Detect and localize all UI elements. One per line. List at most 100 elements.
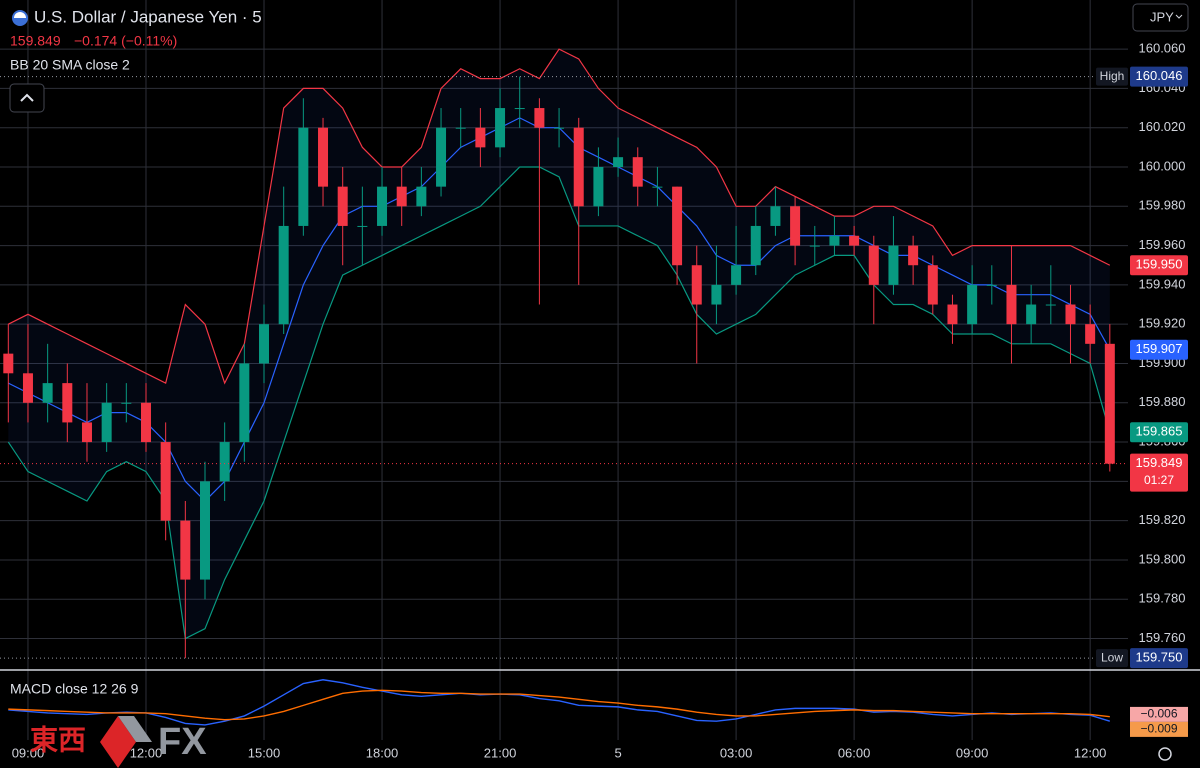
extreme-tag: [1096, 67, 1128, 86]
candle-body: [455, 127, 466, 129]
candle-body: [318, 127, 329, 187]
candle-body: [613, 157, 624, 167]
macd-pane: −0.006−0.009: [8, 679, 1188, 737]
countdown: 01:27: [1144, 473, 1174, 487]
candle-body: [81, 422, 92, 443]
candle-body: [1085, 324, 1096, 344]
symbol-icon-flag: [14, 12, 26, 18]
price-change: −0.174 (−0.11%): [74, 33, 177, 49]
price-badge-label: 160.046: [1136, 68, 1183, 83]
candle-body: [849, 235, 860, 246]
x-tick-label: 18:00: [366, 745, 399, 760]
y-tick-label: 159.920: [1139, 316, 1186, 331]
y-tick-label: 159.880: [1139, 394, 1186, 409]
price-badge: [1130, 255, 1188, 276]
settings-button[interactable]: [1158, 747, 1172, 761]
candle-body: [573, 127, 584, 207]
watermark: 東西 FX: [30, 716, 207, 768]
price-badge: [1130, 66, 1188, 87]
candle-body: [22, 373, 33, 403]
candle-body: [180, 520, 191, 580]
candle-body: [62, 383, 73, 423]
y-tick-label: 160.000: [1139, 158, 1186, 173]
candle-body: [1065, 304, 1076, 325]
candle-body: [868, 245, 879, 285]
y-tick-label: 159.760: [1139, 630, 1186, 645]
y-tick-label: 159.820: [1139, 512, 1186, 527]
currency-caret: [1175, 14, 1183, 19]
indicator-legend[interactable]: BB 20 SMA close 2: [10, 57, 130, 73]
candle-body: [691, 265, 702, 305]
candle-body: [1006, 284, 1017, 325]
candle-body: [908, 245, 919, 266]
macd-badge-label: −0.009: [1140, 722, 1177, 736]
candle-body: [298, 127, 309, 226]
y-tick-label: 159.780: [1139, 591, 1186, 606]
candle-body: [495, 108, 506, 148]
collapse-icon: [20, 93, 34, 102]
price-badge-label: 159.750: [1136, 650, 1183, 665]
y-tick-label: 160.020: [1139, 119, 1186, 134]
price-badge: [1130, 453, 1188, 492]
price-badge: [1130, 422, 1188, 443]
x-tick-label: 09:00: [12, 745, 45, 760]
candle-body: [1026, 304, 1037, 325]
candle-body: [829, 235, 840, 246]
price-badge-label: 159.907: [1136, 341, 1183, 356]
plot: [0, 48, 1128, 659]
candle-body: [790, 206, 801, 246]
macd-badge-label: −0.006: [1140, 707, 1177, 721]
y-tick-label: 159.980: [1139, 198, 1186, 213]
signal-line: [8, 689, 1110, 721]
y-tick-label: 159.960: [1139, 237, 1186, 252]
macd-legend[interactable]: MACD close 12 26 9: [10, 681, 139, 697]
candle-body: [750, 225, 761, 266]
symbol-title[interactable]: U.S. Dollar / Japanese Yen · 5: [34, 7, 262, 26]
candle-body: [436, 127, 447, 187]
x-tick-label: 12:00: [1074, 745, 1107, 760]
candle-body: [652, 186, 663, 188]
candle-body: [1045, 304, 1056, 306]
watermark-cjk: 東西: [30, 724, 86, 755]
extreme-tag: [1096, 649, 1128, 668]
candle-body: [337, 186, 348, 226]
price-badge-label: 159.950: [1136, 257, 1183, 272]
candle-body: [514, 108, 525, 110]
candle-body: [672, 186, 683, 266]
price-badge: [1130, 339, 1188, 360]
watermark-latin: FX: [158, 721, 207, 763]
candle-body: [42, 383, 53, 403]
band-lower: [7, 166, 1111, 640]
macd-badge: [1130, 706, 1188, 722]
candle-body: [947, 304, 958, 325]
y-tick-label: 160.060: [1139, 41, 1186, 56]
candle-body: [140, 402, 151, 443]
candle-body: [396, 186, 407, 207]
candle-body: [160, 442, 171, 521]
price-badge-label: 159.849: [1136, 455, 1183, 470]
candle-body: [1104, 343, 1115, 464]
candle-body: [534, 108, 545, 128]
candle-body: [770, 206, 781, 226]
candle-body: [101, 402, 112, 443]
candle-body: [219, 442, 230, 482]
macd-badge: [1130, 721, 1188, 737]
last-price: 159.849: [10, 33, 61, 49]
currency-button[interactable]: [1132, 3, 1189, 32]
candle-body: [888, 245, 899, 285]
grid: [0, 0, 1128, 740]
collapse-button[interactable]: [9, 83, 45, 113]
candle-body: [927, 265, 938, 305]
candle-body: [278, 225, 289, 325]
price-badge-label: 159.865: [1136, 424, 1183, 439]
candle-body: [416, 186, 427, 207]
time-axis-labels: 09:00 12:00 15:00 18:00 21:00 5 03:00 06:00 09:0…: [12, 745, 1107, 760]
candle-body: [239, 363, 250, 443]
x-tick-label: 12:00: [130, 745, 163, 760]
candle-body: [986, 284, 997, 286]
time-axis: [0, 740, 1200, 768]
price-badge: [1130, 648, 1188, 669]
x-tick-label: 15:00: [248, 745, 281, 760]
